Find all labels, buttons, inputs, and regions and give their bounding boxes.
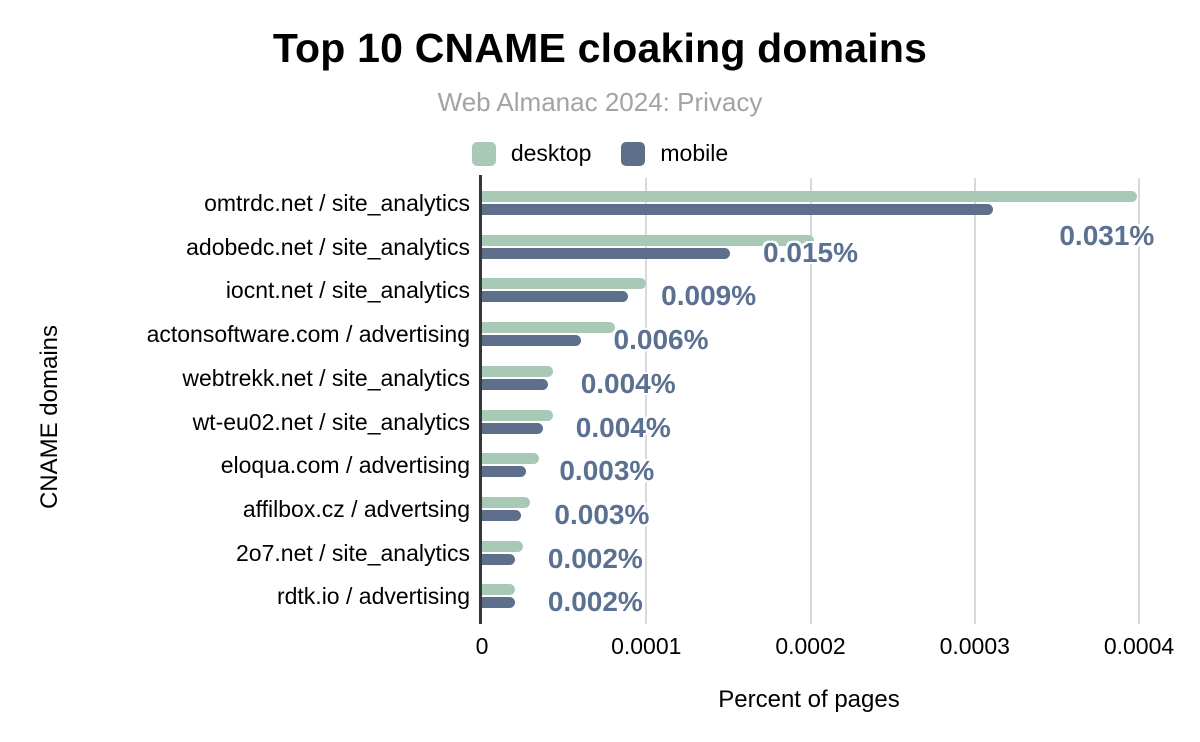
bar-desktop[interactable] <box>482 496 530 508</box>
bar-desktop[interactable] <box>482 322 616 334</box>
legend-item-label: desktop <box>510 140 592 166</box>
value-annotation: 0.003% <box>559 455 655 487</box>
category-label: wt-eu02.net / site_analytics <box>192 408 470 435</box>
bar-mobile[interactable] <box>482 597 515 609</box>
category-label: iocnt.net / site_analytics <box>225 277 470 304</box>
value-annotation: 0.015% <box>763 236 858 268</box>
bar-mobile[interactable] <box>482 422 543 434</box>
x-tick-label: 0.0001 <box>611 633 682 659</box>
category-label: omtrdc.net / site_analytics <box>204 190 470 216</box>
value-annotation: 0.009% <box>661 280 757 312</box>
x-tick-label: 0.0002 <box>775 633 846 659</box>
x-tick-label: 0.0003 <box>939 633 1010 659</box>
bar-mobile[interactable] <box>482 509 522 521</box>
chart-subtitle: Web Almanac 2024: Privacy <box>437 87 763 117</box>
category-label: adobedc.net / site_analytics <box>186 233 470 260</box>
y-axis-title: CNAME domains <box>36 324 63 510</box>
value-annotation: 0.004% <box>580 367 676 399</box>
legend: desktop mobile <box>0 140 1200 167</box>
bar-mobile[interactable] <box>482 291 629 303</box>
bar-desktop[interactable] <box>482 453 540 465</box>
x-axis-title: Percent of pages <box>718 686 900 713</box>
legend-item-desktop[interactable]: desktop <box>471 140 592 167</box>
legend-item-label: mobile <box>660 140 729 166</box>
bar-desktop[interactable] <box>482 409 553 421</box>
bar-mobile[interactable] <box>482 247 731 259</box>
bar-desktop[interactable] <box>482 234 814 246</box>
bar-desktop[interactable] <box>482 278 647 290</box>
gridline <box>1138 178 1140 624</box>
category-label: 2o7.net / site_analytics <box>236 539 470 566</box>
bar-mobile[interactable] <box>482 204 993 215</box>
legend-item-mobile[interactable]: mobile <box>621 140 728 167</box>
bar-desktop[interactable] <box>482 540 524 552</box>
value-annotation: 0.002% <box>547 586 643 618</box>
bar-mobile[interactable] <box>482 378 548 390</box>
value-annotation: 0.002% <box>547 542 643 574</box>
category-label: actonsoftware.com / advertising <box>146 321 470 348</box>
bar-mobile[interactable] <box>482 335 581 347</box>
y-axis-line <box>479 175 482 624</box>
chart-title: Top 10 CNAME cloaking domains <box>272 25 928 71</box>
mobile-swatch-icon <box>621 141 646 166</box>
x-tick-label: 0.0004 <box>1103 633 1175 659</box>
desktop-swatch-icon <box>471 141 496 166</box>
bar-desktop[interactable] <box>482 365 553 377</box>
category-label: webtrekk.net / site_analytics <box>182 364 470 391</box>
value-annotation: 0.006% <box>613 324 709 356</box>
bar-mobile[interactable] <box>482 466 527 478</box>
bar-desktop[interactable] <box>482 191 1138 202</box>
value-annotation: 0.003% <box>554 498 650 530</box>
gridline <box>809 178 812 624</box>
category-label: rdtk.io / advertising <box>276 583 470 610</box>
category-label: eloqua.com / advertising <box>220 452 470 479</box>
value-annotation: 0.004% <box>575 411 671 443</box>
gridline <box>973 178 976 624</box>
gridline <box>645 178 648 624</box>
category-label: affilbox.cz / advertsing <box>242 495 470 522</box>
bar-mobile[interactable] <box>482 553 515 565</box>
bar-desktop[interactable] <box>482 584 515 596</box>
x-tick-label: 0 <box>475 633 489 659</box>
value-annotation: 0.031% <box>1059 220 1155 251</box>
